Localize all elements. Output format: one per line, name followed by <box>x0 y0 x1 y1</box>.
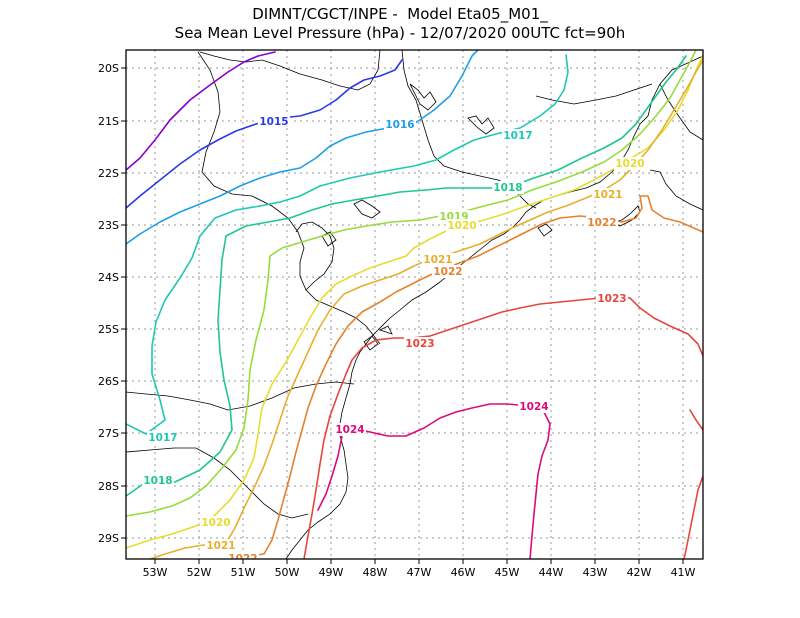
lat-tick-label: 21S <box>98 115 119 128</box>
contour-label: 1022 <box>587 217 616 229</box>
contour-label: 1023 <box>597 293 626 305</box>
contour-label: 1018 <box>143 475 172 487</box>
lon-tick-label: 49W <box>319 566 344 579</box>
lat-tick-label: 24S <box>98 271 119 284</box>
contour-label: 1016 <box>385 119 414 131</box>
isobar-1017 <box>126 54 569 435</box>
lat-tick-label: 29S <box>98 532 119 545</box>
coastline-and-borders <box>126 50 703 559</box>
lat-tick-label: 27S <box>98 427 119 440</box>
lon-tick-label: 46W <box>451 566 476 579</box>
contour-labels: 1015 1016 1017 1018 1019 1020 1020 1021 … <box>142 115 646 565</box>
lon-tick-label: 44W <box>539 566 564 579</box>
lon-tick-label: 43W <box>583 566 608 579</box>
contour-label: 1021 <box>593 189 622 201</box>
lat-tick-label: 26S <box>98 375 119 388</box>
contour-label: 1024 <box>335 424 364 436</box>
lon-tick-label: 51W <box>231 566 256 579</box>
contour-label: 1022 <box>433 266 462 278</box>
isobar-1018 <box>126 55 687 497</box>
contour-label: 1021 <box>423 254 452 266</box>
isobar-1016 <box>126 50 479 245</box>
contour-label: 1017 <box>148 432 177 444</box>
latitude-labels: 20S 21S 22S 23S 24S 25S 26S 27S 28S 29S <box>98 62 119 545</box>
contour-label: 1020 <box>201 517 230 529</box>
contour-label: 1024 <box>519 401 548 413</box>
lat-tick-label: 28S <box>98 480 119 493</box>
isobar-1019 <box>126 50 697 517</box>
contour-label: 1017 <box>503 130 532 142</box>
lon-tick-label: 53W <box>143 566 168 579</box>
contour-label: 1022 <box>228 553 257 565</box>
lon-tick-label: 41W <box>671 566 696 579</box>
isobar-1023 <box>303 295 703 559</box>
isobar-1022 <box>229 195 703 559</box>
lon-tick-label: 48W <box>363 566 388 579</box>
lon-tick-label: 47W <box>407 566 432 579</box>
contour-label: 1020 <box>447 220 476 232</box>
chart-title-line1: DIMNT/CGCT/INPE - Model Eta05_M01_ <box>252 5 548 23</box>
lon-tick-label: 52W <box>187 566 212 579</box>
lat-tick-label: 22S <box>98 167 119 180</box>
contour-label: 1023 <box>405 338 434 350</box>
lon-tick-label: 50W <box>275 566 300 579</box>
lat-tick-label: 20S <box>98 62 119 75</box>
chart-title-line2: Sea Mean Level Pressure (hPa) - 12/07/20… <box>174 24 626 42</box>
isobar-1021 <box>149 59 703 559</box>
lat-tick-label: 23S <box>98 219 119 232</box>
longitude-labels: 53W 52W 51W 50W 49W 48W 47W 46W 45W 44W … <box>143 566 696 579</box>
lat-tick-label: 25S <box>98 323 119 336</box>
isobar-1014 <box>126 51 276 171</box>
tick-marks <box>121 67 684 564</box>
lon-tick-label: 42W <box>627 566 652 579</box>
lon-tick-label: 45W <box>495 566 520 579</box>
plot-frame <box>125 49 704 560</box>
contour-label: 1021 <box>206 540 235 552</box>
contour-label: 1020 <box>615 158 644 170</box>
contour-label: 1018 <box>493 182 522 194</box>
contour-label: 1015 <box>259 116 288 128</box>
